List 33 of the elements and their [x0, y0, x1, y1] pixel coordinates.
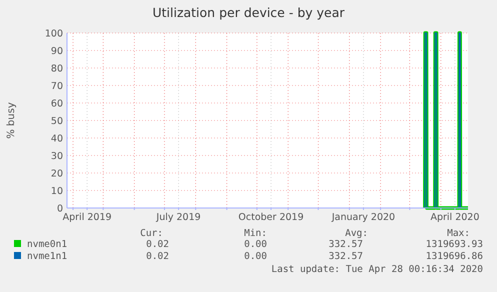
chart-title: Utilization per device - by year [152, 5, 346, 20]
x-tick-label: April 2019 [62, 212, 112, 223]
y-tick-label: 70 [50, 81, 63, 92]
text: 332.57 [328, 251, 363, 262]
y-axis-title: % busy [6, 102, 17, 139]
text: 0.00 [244, 251, 268, 262]
text: 1319696.86 [426, 251, 484, 262]
y-tick-label: 40 [50, 134, 63, 144]
y-tick-label: 10 [50, 186, 63, 197]
y-tick-label: 80 [50, 64, 63, 74]
text: 1319693.93 [426, 239, 483, 250]
y-tick-label: 30 [50, 151, 63, 162]
text: Cur: [140, 228, 163, 239]
text: 0.00 [244, 239, 268, 250]
legend-label: nvme0n1 [27, 239, 68, 250]
text: Max: [447, 228, 470, 239]
x-tick-label: April 2020 [430, 212, 480, 223]
y-tick-label: 60 [50, 98, 63, 110]
text: 0.02 [146, 251, 169, 262]
y-tick-label: 0 [56, 204, 63, 214]
text: Last update: Tue Apr 28 00:16:34 2020 [271, 264, 484, 275]
y-tick-label: 20 [50, 168, 63, 180]
y-tick-label: 50 [50, 116, 63, 127]
text: Min: [244, 228, 267, 239]
y-tick-label: 100 [44, 28, 63, 40]
legend-label: nvme1n1 [27, 251, 68, 262]
x-tick-label: October 2019 [238, 212, 304, 223]
text: Avg: [345, 228, 368, 239]
y-tick-label: 90 [50, 46, 63, 57]
x-tick-label: July 2019 [155, 212, 201, 223]
text: 332.57 [328, 239, 363, 250]
x-tick-label: January 2020 [330, 212, 396, 223]
text: 0.02 [146, 239, 169, 250]
